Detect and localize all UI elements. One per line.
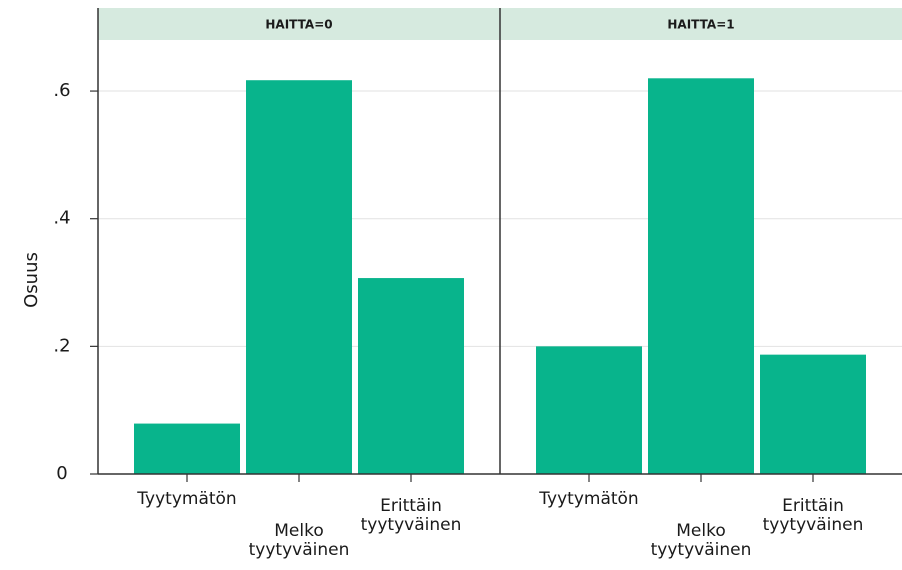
facet-title: HAITTA=0	[265, 18, 332, 32]
x-tick-label: Tyytymätön	[137, 489, 237, 509]
x-tick-label: Tyytymätön	[539, 489, 639, 509]
bar	[358, 278, 464, 474]
x-tick-label: Erittäin tyytyväinen	[762, 496, 864, 535]
y-tick-label: .2	[53, 335, 70, 356]
x-tick-label: Melko tyytyväinen	[248, 521, 350, 560]
bar	[536, 346, 642, 474]
bar	[760, 354, 866, 474]
bar	[134, 423, 240, 474]
x-tick-label: Melko tyytyväinen	[650, 521, 752, 560]
facet-title: HAITTA=1	[667, 18, 734, 32]
bar	[648, 78, 754, 474]
facet-header	[98, 8, 500, 40]
y-tick-label: .4	[53, 208, 70, 229]
x-tick-label: Erittäin tyytyväinen	[360, 496, 462, 535]
y-tick-label: 0	[56, 463, 67, 484]
bar	[246, 80, 352, 474]
facet-header	[500, 8, 902, 40]
y-axis-label: Osuus	[21, 252, 42, 308]
y-tick-label: .6	[53, 80, 70, 101]
